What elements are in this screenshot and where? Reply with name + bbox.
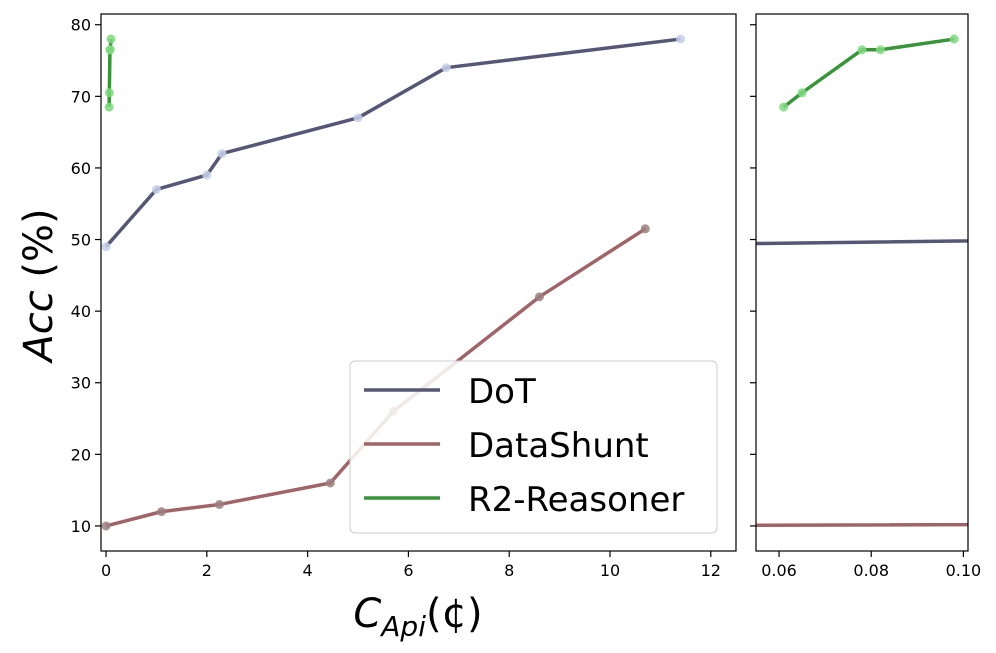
y-tick-label-5: 60 [71,159,91,178]
zoom-panel: 0.06 0.08 0.10 [498,13,982,580]
x-tick-label-zoom-2: 0.10 [946,561,982,580]
r2-reasoner-point-main-3 [105,45,115,55]
main-panel-frame [100,13,737,552]
datashunt-point-main-2 [214,499,224,509]
r2-reasoner-point-zoom-2 [857,45,867,55]
r2-reasoner-line-zoom [782,37,955,109]
x-tick-label-main-5: 10 [600,561,620,580]
r2-reasoner-point-zoom-0 [779,102,789,112]
dot-point-main-4 [353,113,363,123]
x-tick-label-main-2: 4 [303,561,313,580]
dot-line-zoom [756,239,968,246]
dot-line-main [104,37,681,248]
dot-point-zoom-0 [498,242,507,251]
legend-label-r2-reasoner: R2-Reasoner [468,480,684,520]
legend: DoT DataShunt R2-Reasoner [349,360,718,534]
dot-point-main-3 [217,149,227,159]
y-tick-label-3: 40 [71,302,91,321]
datashunt-point-main-5 [534,292,544,302]
x-tick-label-main-1: 2 [202,561,212,580]
x-tick-label-main-3: 6 [403,561,413,580]
r2-reasoner-point-main-0 [104,102,114,112]
dot-point-main-5 [441,63,451,73]
r2-reasoner-point-main-4 [106,34,116,44]
y-tick-label-4: 50 [71,231,91,250]
r2-reasoner-point-zoom-3 [875,45,885,55]
r2-reasoner-point-main-1 [104,88,114,98]
datashunt-point-main-6 [640,224,650,234]
y-tick-label-6: 70 [71,87,91,106]
legend-label-dot: DoT [468,372,536,412]
dot-point-main-2 [202,170,212,180]
y-tick-label-2: 30 [71,374,91,393]
x-tick-label-zoom-0: 0.06 [761,561,797,580]
x-tick-label-main-4: 8 [504,561,514,580]
dot-point-main-6 [676,34,686,44]
x-tick-label-main-0: 0 [101,561,111,580]
datashunt-point-main-1 [156,507,166,517]
y-tick-label-1: 20 [71,445,91,464]
y-tick-label-0: 10 [71,517,91,536]
dot-point-main-1 [151,184,161,194]
r2-reasoner-point-zoom-1 [797,88,807,98]
datashunt-point-main-3 [325,478,335,488]
x-tick-label-zoom-1: 0.08 [853,561,889,580]
legend-label-datashunt: DataShunt [468,426,649,466]
y-tick-label-7: 80 [71,16,91,35]
x-axis-label: CApi(¢) [353,591,482,643]
main-panel: 0 2 4 6 8 10 12 10 20 30 40 50 60 70 80 [71,13,737,580]
datashunt-point-main-0 [101,521,111,531]
r2-reasoner-point-zoom-4 [949,34,959,44]
legend-box [349,360,718,534]
x-tick-label-main-6: 12 [701,561,721,580]
dot-point-main-0 [101,242,111,252]
y-axis-label: Acc (%) [16,208,62,364]
zoom-panel-frame [755,13,969,552]
